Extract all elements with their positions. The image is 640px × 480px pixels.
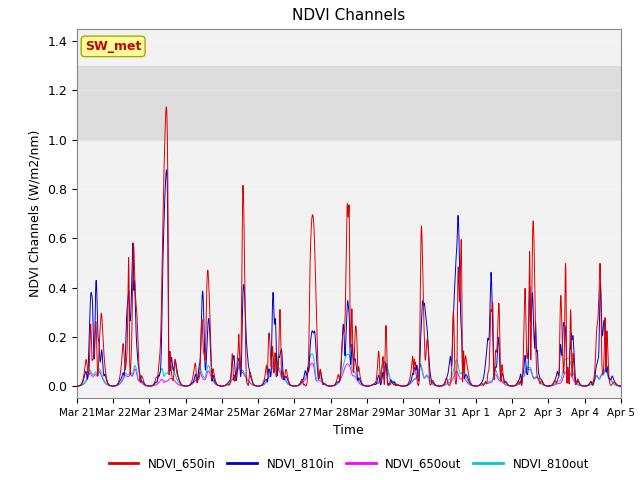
NDVI_810in: [616, 383, 624, 389]
Line: NDVI_650in: NDVI_650in: [77, 107, 621, 386]
X-axis label: Time: Time: [333, 424, 364, 437]
NDVI_650in: [616, 383, 624, 389]
NDVI_810in: [471, 383, 479, 389]
NDVI_650out: [272, 356, 280, 362]
NDVI_810in: [617, 383, 625, 389]
NDVI_650out: [617, 383, 625, 389]
NDVI_810out: [617, 383, 625, 389]
Bar: [77, 66, 621, 140]
NDVI_650out: [73, 383, 81, 389]
NDVI_810in: [441, 381, 449, 386]
NDVI_810out: [441, 382, 449, 387]
NDVI_810in: [502, 379, 509, 384]
NDVI_650in: [163, 104, 170, 110]
NDVI_810out: [471, 383, 479, 389]
NDVI_650in: [471, 383, 479, 389]
NDVI_810in: [171, 360, 179, 366]
NDVI_650in: [171, 359, 179, 364]
Line: NDVI_650out: NDVI_650out: [77, 359, 621, 386]
NDVI_810out: [502, 382, 509, 387]
NDVI_810out: [616, 383, 624, 389]
Legend: NDVI_650in, NDVI_810in, NDVI_650out, NDVI_810out: NDVI_650in, NDVI_810in, NDVI_650out, NDV…: [104, 452, 594, 475]
NDVI_810out: [73, 383, 81, 389]
NDVI_650out: [171, 378, 179, 384]
NDVI_650out: [502, 382, 509, 388]
Line: NDVI_810in: NDVI_810in: [77, 170, 621, 386]
NDVI_650in: [502, 379, 509, 385]
Line: NDVI_810out: NDVI_810out: [77, 354, 621, 386]
NDVI_650out: [616, 383, 624, 389]
NDVI_650in: [329, 383, 337, 389]
NDVI_650in: [73, 383, 81, 389]
NDVI_810out: [171, 370, 179, 375]
NDVI_810in: [329, 383, 337, 389]
Title: NDVI Channels: NDVI Channels: [292, 9, 405, 24]
NDVI_810in: [73, 383, 81, 389]
NDVI_650out: [441, 383, 449, 388]
NDVI_650in: [617, 383, 625, 389]
NDVI_810in: [163, 167, 170, 173]
NDVI_810out: [272, 351, 280, 357]
NDVI_650out: [471, 383, 479, 389]
NDVI_810out: [329, 383, 337, 389]
NDVI_650out: [329, 383, 337, 389]
NDVI_650in: [441, 380, 449, 385]
Y-axis label: NDVI Channels (W/m2/nm): NDVI Channels (W/m2/nm): [29, 130, 42, 297]
Text: SW_met: SW_met: [85, 40, 141, 53]
